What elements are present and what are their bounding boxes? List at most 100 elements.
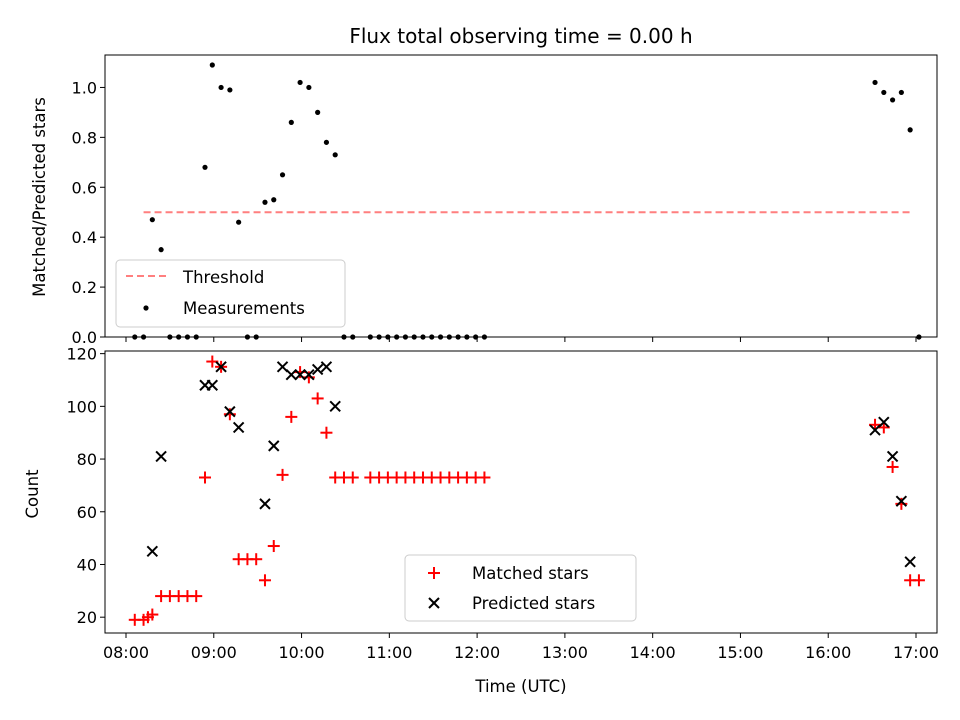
predicted-star-marker (215, 361, 227, 373)
measurement-point (315, 109, 321, 115)
measurement-point (140, 334, 147, 340)
measurement-point (455, 334, 461, 340)
predicted-star-stroke (224, 405, 236, 418)
legend-matched-label: Matched stars (472, 564, 589, 583)
x-tick-label: 13:00 (542, 643, 588, 662)
matched-star-marker (478, 471, 491, 484)
bottom-y-axis-label: Count (23, 469, 42, 519)
matched-star-marker (886, 460, 899, 473)
top-legend-frame (115, 259, 346, 328)
predicted-star-marker (224, 405, 236, 418)
measurement-point (227, 87, 233, 93)
x-tick-label: 11:00 (366, 643, 412, 662)
measurement-point (158, 247, 164, 253)
measurement-point (297, 79, 303, 86)
x-tick-label: 16:00 (805, 643, 851, 662)
x-tick-label: 14:00 (630, 643, 676, 662)
matched-star-marker (206, 355, 219, 368)
matched-star-marker (267, 540, 280, 553)
bottom-y-tick-label: 40 (77, 555, 97, 574)
predicted-star-marker (878, 416, 890, 428)
measurement-point (323, 139, 330, 145)
measurement-point (437, 334, 444, 340)
predicted-star-stroke (155, 450, 167, 463)
top-y-tick-label: 0.2 (72, 278, 97, 297)
top-y-tick-label: 0.0 (72, 328, 97, 347)
predicted-star-marker (155, 450, 167, 463)
top-axes-frame (104, 54, 938, 338)
measurement-point (262, 199, 268, 205)
measurement-point (907, 127, 913, 133)
predicted-star-marker (303, 369, 315, 381)
measurement-point (350, 334, 356, 340)
legend-measurements-label: Measurements (183, 299, 305, 318)
matched-star-marker (250, 553, 263, 566)
predicted-star-stroke (232, 421, 245, 434)
predicted-star-marker (285, 369, 298, 381)
predicted-star-stroke (268, 440, 280, 452)
measurement-point (341, 334, 347, 340)
predicted-star-stroke (904, 556, 916, 568)
legend-threshold-label: Threshold (182, 268, 264, 287)
matched-star-marker (285, 410, 298, 423)
predicted-star-stroke (259, 498, 271, 510)
measurement-point (429, 334, 435, 340)
measurement-point (481, 334, 488, 340)
measurement-point (872, 79, 878, 86)
measurement-point (271, 197, 277, 203)
x-tick-label: 17:00 (893, 643, 939, 662)
bottom-y-tick-label: 80 (77, 450, 97, 469)
measurement-point (411, 334, 417, 340)
predicted-star-marker (146, 545, 159, 558)
predicted-star-marker (259, 498, 271, 510)
matched-star-marker (311, 392, 324, 405)
measurement-point (193, 334, 199, 340)
predicted-star-marker (206, 379, 219, 391)
bottom-y-tick-label: 60 (77, 503, 97, 522)
predicted-star-marker (904, 556, 916, 568)
predicted-star-stroke (895, 495, 908, 507)
predicted-star-stroke (303, 369, 315, 381)
predicted-star-marker (268, 440, 280, 452)
predicted-star-stroke (276, 361, 289, 373)
predicted-star-stroke (294, 369, 306, 381)
measurement-point (394, 334, 400, 340)
top-y-tick-label: 1.0 (72, 78, 97, 97)
predicted-star-marker (869, 424, 881, 436)
top-y-tick-label: 0.6 (72, 178, 97, 197)
measurement-point (916, 334, 922, 340)
predicted-star-stroke (869, 424, 881, 436)
measurement-point (132, 334, 138, 340)
predicted-star-stroke (320, 361, 333, 373)
legend-matched-swatch (428, 567, 440, 579)
predicted-star-stroke (886, 450, 899, 463)
predicted-star-marker (886, 450, 899, 463)
measurement-point (464, 334, 470, 340)
measurement-point (236, 219, 242, 225)
predicted-star-stroke (878, 416, 890, 428)
matched-star-marker (146, 608, 159, 621)
bottom-axes-frame (104, 350, 938, 634)
legend-predicted-swatch (428, 597, 440, 609)
x-tick-label: 15:00 (717, 643, 763, 662)
bottom-y-tick-label: 100 (66, 397, 97, 416)
measurement-point (306, 84, 312, 91)
measurement-point (253, 334, 259, 340)
measurement-point (176, 334, 182, 340)
predicted-star-stroke (215, 361, 227, 373)
legend-measurements-swatch (143, 305, 149, 311)
measurement-point (881, 89, 887, 96)
predicted-star-marker (311, 363, 324, 376)
top-y-tick-label: 0.4 (72, 228, 97, 247)
predicted-star-marker (320, 361, 333, 373)
bottom-y-tick-label: 20 (77, 608, 97, 627)
measurement-point (420, 334, 426, 340)
matched-star-marker (190, 590, 203, 603)
predicted-star-marker (276, 361, 289, 373)
top-y-tick-label: 0.8 (72, 128, 97, 147)
measurement-point (446, 334, 452, 340)
matched-star-marker (320, 426, 333, 439)
x-axis-label: Time (UTC) (474, 677, 566, 696)
predicted-star-stroke (329, 400, 341, 413)
